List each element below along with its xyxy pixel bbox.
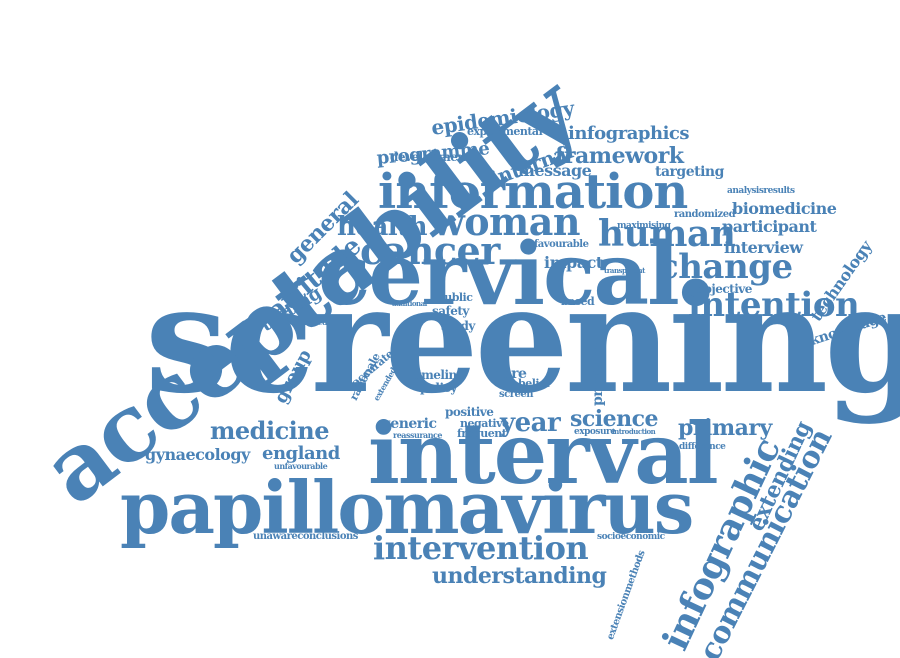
word-understanding: understanding	[432, 563, 607, 589]
word-woman: woman	[432, 199, 581, 244]
word-provision: provision	[590, 337, 606, 406]
word-analysisresults: analysisresults	[727, 186, 795, 196]
word-biomedicine: biomedicine	[732, 199, 837, 218]
word-more: more	[488, 366, 527, 382]
word-maximising: maximising	[617, 221, 671, 231]
word-transparent: transparent	[604, 266, 645, 275]
word-safety: safety	[432, 304, 469, 318]
word-science: science	[570, 406, 659, 432]
word-favourable: favourable	[534, 239, 589, 250]
word-gynaecology-england: gynaecology	[145, 445, 250, 464]
word-randomized: randomized	[674, 209, 736, 220]
word-timeline: timeline	[412, 368, 464, 382]
word-development: development	[390, 150, 471, 164]
word-introduction: introduction	[612, 427, 656, 436]
word-study: study	[441, 319, 475, 333]
word-based: based	[561, 295, 595, 308]
word-generic: generic	[381, 416, 437, 432]
word-primary: primary	[678, 415, 772, 441]
word-reassurance: reassurance	[393, 430, 443, 440]
word-participant: participant	[722, 217, 817, 236]
word-intervention: intervention	[373, 529, 589, 567]
word-intention: intention	[688, 285, 860, 325]
word-health: health	[337, 212, 428, 242]
word-unfavourable: unfavourable	[274, 461, 328, 471]
word-change: change	[658, 247, 793, 287]
word-interval: interval	[368, 404, 719, 503]
word-additional: additional	[392, 299, 427, 308]
word-positive: positive	[445, 405, 494, 419]
word-controlled: controlled	[286, 317, 328, 327]
word-targeting: targeting	[655, 164, 724, 180]
word-infographics: infographics	[568, 123, 690, 144]
word-frequent: frequent	[457, 427, 507, 440]
word-difference: difference	[679, 442, 726, 452]
word-screen: screen	[499, 389, 533, 400]
word-human: human	[598, 213, 736, 255]
word-message: message	[518, 161, 592, 180]
word-impact: impact	[544, 253, 603, 272]
word-information: information	[378, 164, 688, 220]
word-objective: objective	[696, 282, 752, 296]
word-cervical: cervical	[318, 224, 680, 325]
word-framework: framework	[555, 143, 684, 169]
word-negative: negative	[460, 417, 509, 430]
word-year: year	[500, 408, 561, 438]
word-england: england	[262, 443, 340, 464]
word-policy: policy	[420, 381, 457, 395]
word-cancer: cancer	[360, 228, 500, 273]
word-interview: interview	[724, 238, 803, 257]
word-socioeconomic: socioeconomic	[597, 532, 665, 542]
word-screening: screening	[145, 252, 900, 426]
word-medicine: medicine	[210, 416, 330, 445]
word-exposure: exposure	[574, 427, 616, 437]
word-extensionmethods: extensionmethods	[605, 549, 648, 642]
word-experimental: experimental	[467, 125, 543, 138]
word-public: public	[437, 291, 473, 304]
word-papillomavirus: papillomavirus	[120, 465, 694, 550]
word-belief: belief	[518, 377, 550, 390]
word-unawareconclusions: unawareconclusions	[253, 531, 358, 542]
